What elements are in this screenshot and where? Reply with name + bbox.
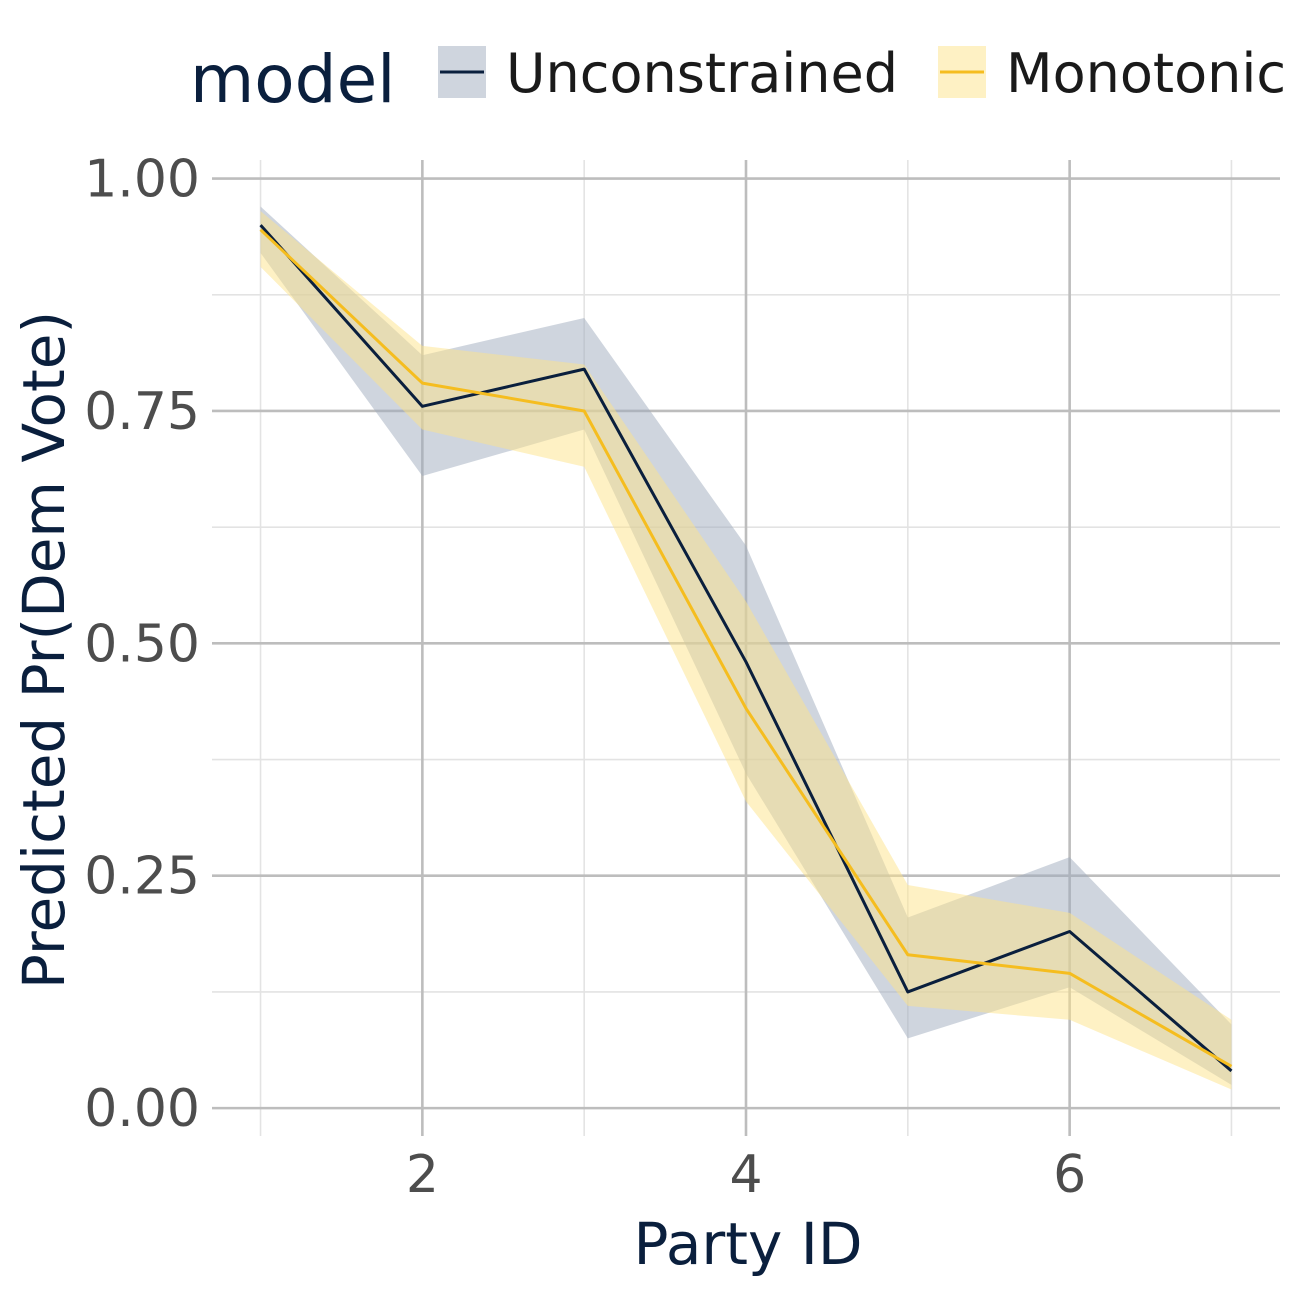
- y-tick-label-3: 0.75: [84, 382, 200, 442]
- legend-label-monotonic: Monotonic: [1006, 42, 1286, 105]
- y-axis-title: Predicted Pr(Dem Vote): [10, 311, 78, 989]
- plot-area: [212, 160, 1280, 1136]
- legend: model Unconstrained Monotonic: [190, 41, 1286, 118]
- y-tick-label-2: 0.50: [84, 614, 200, 674]
- band-monotonic: [260, 211, 1232, 1090]
- legend-label-unconstrained: Unconstrained: [506, 42, 898, 105]
- legend-item-monotonic: Monotonic: [938, 42, 1286, 105]
- x-tick-label-1: 4: [729, 1145, 762, 1205]
- x-axis-title: Party ID: [633, 1210, 862, 1278]
- x-axis: 2 4 6: [406, 1145, 1086, 1205]
- x-tick-label-0: 2: [406, 1145, 439, 1205]
- y-tick-label-1: 0.25: [84, 847, 200, 907]
- x-tick-label-2: 6: [1053, 1145, 1086, 1205]
- legend-item-unconstrained: Unconstrained: [438, 42, 898, 105]
- y-tick-label-4: 1.00: [84, 150, 200, 210]
- legend-title: model: [190, 41, 396, 118]
- y-axis: 0.00 0.25 0.50 0.75 1.00: [84, 150, 200, 1140]
- y-tick-label-0: 0.00: [84, 1079, 200, 1139]
